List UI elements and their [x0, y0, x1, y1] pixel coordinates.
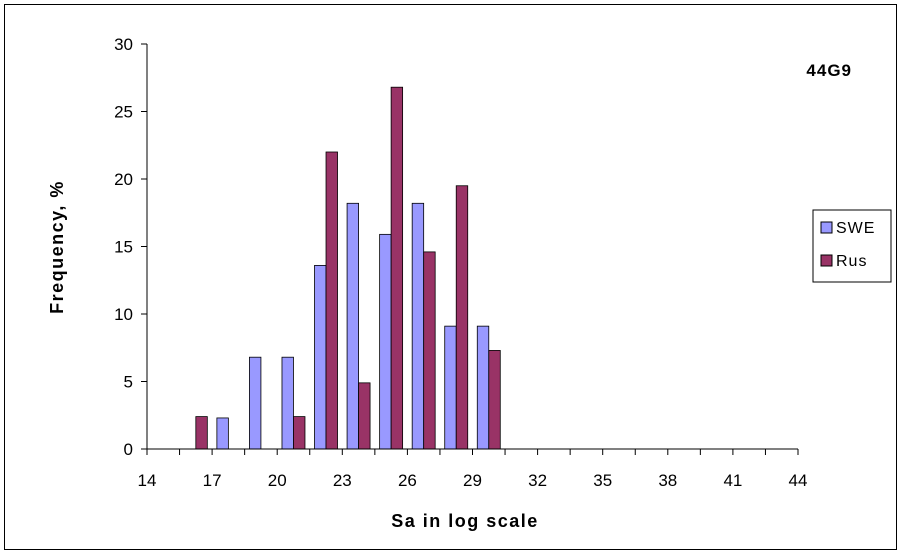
x-tick-label: 32 [528, 471, 547, 490]
x-axis-ticks: 14 17 20 23 26 29 32 35 38 41 44 [138, 449, 808, 490]
bar-rus [423, 251, 436, 450]
bars [195, 86, 501, 450]
legend-swatch-swe [820, 221, 833, 234]
bar-rus [390, 86, 404, 450]
x-tick-label: 26 [398, 471, 417, 490]
bar-rus [293, 416, 306, 450]
bar-swe [346, 202, 359, 450]
bar-rus [488, 350, 501, 450]
bar-swe [411, 202, 425, 450]
bar-swe [314, 264, 327, 450]
legend-swatch-rus [820, 254, 833, 267]
bar-swe [444, 325, 457, 450]
legend-label-rus: Rus [836, 253, 867, 270]
y-tick-label: 15 [114, 238, 133, 257]
y-axis-ticks: 0 5 10 15 20 25 30 [114, 35, 147, 459]
x-tick-label: 35 [593, 471, 612, 490]
y-tick-label: 0 [124, 440, 133, 459]
y-tick-label: 30 [114, 35, 133, 54]
y-tick-label: 10 [114, 305, 133, 324]
legend: SWE Rus [812, 209, 892, 283]
x-tick-label: 38 [658, 471, 677, 490]
bar-rus [325, 151, 338, 450]
bar-rus [455, 185, 469, 450]
bar-rus [195, 416, 208, 450]
y-tick-label: 5 [124, 373, 133, 392]
y-axis-title: Frequency, % [47, 180, 67, 314]
x-tick-label: 44 [789, 471, 808, 490]
x-tick-label: 14 [138, 471, 157, 490]
x-tick-label: 29 [463, 471, 482, 490]
x-tick-label: 17 [203, 471, 222, 490]
x-tick-label: 41 [723, 471, 742, 490]
legend-label-swe: SWE [836, 220, 875, 237]
x-tick-label: 20 [268, 471, 287, 490]
bar-swe [379, 233, 392, 450]
bar-swe [476, 325, 490, 450]
bar-swe [281, 356, 294, 450]
y-tick-label: 25 [114, 103, 133, 122]
chart-annotation: 44G9 [806, 61, 852, 80]
x-axis-title: Sa in log scale [391, 511, 539, 531]
bar-swe [249, 356, 262, 450]
y-tick-label: 20 [114, 170, 133, 189]
x-tick-label: 23 [333, 471, 352, 490]
bar-rus [358, 382, 371, 450]
bar-swe [216, 417, 229, 450]
chart-frame [4, 4, 897, 550]
